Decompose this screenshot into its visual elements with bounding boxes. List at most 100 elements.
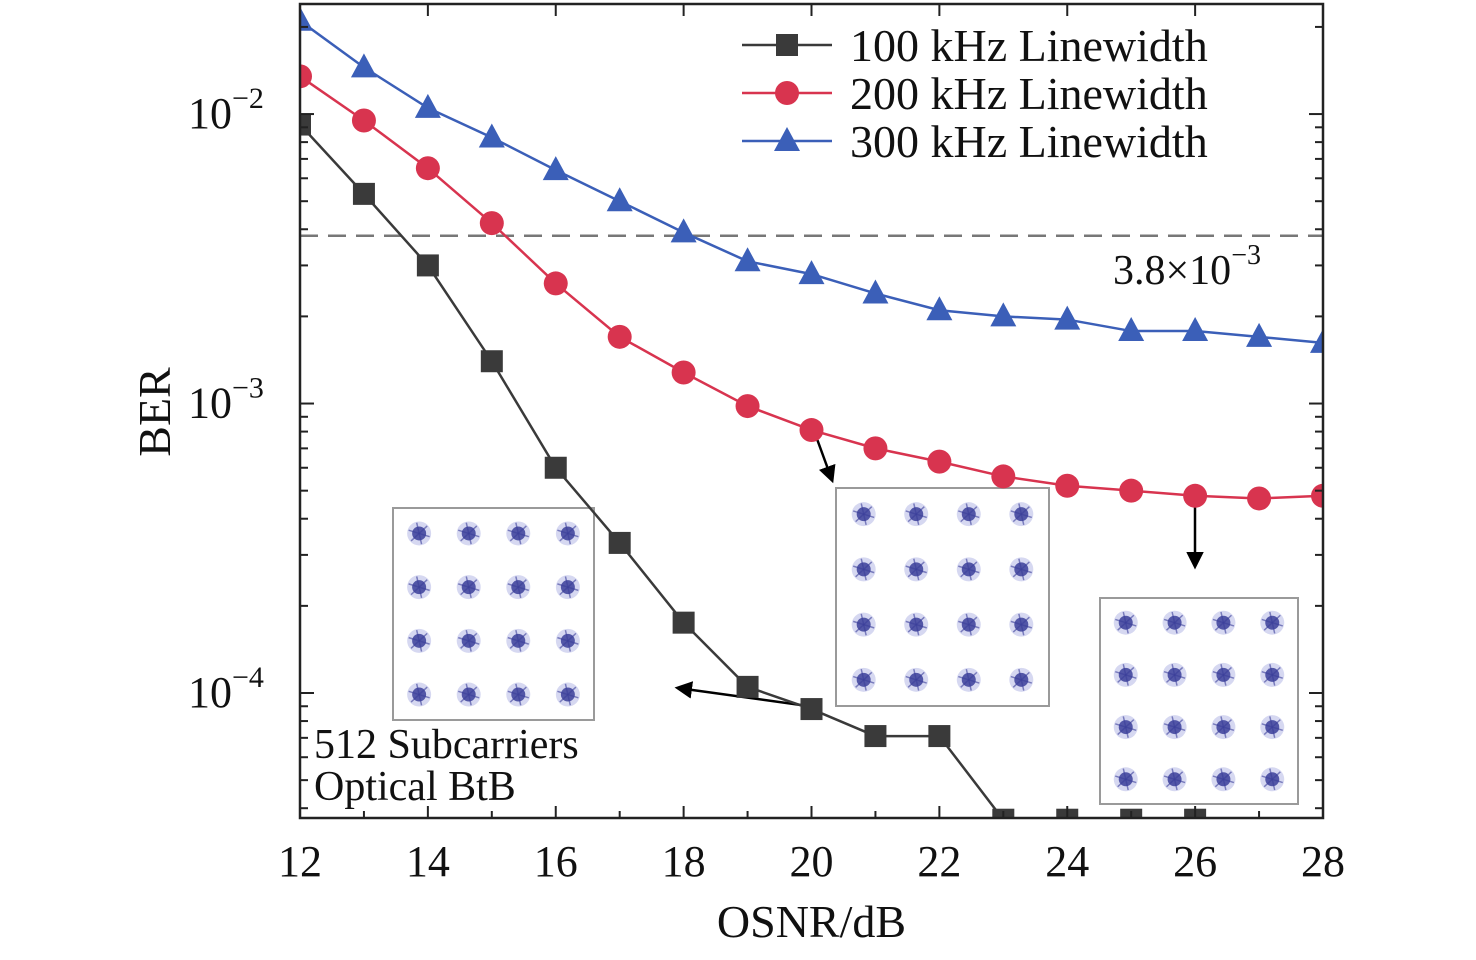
constellation-ray bbox=[968, 513, 980, 519]
constellation-ray bbox=[415, 522, 420, 534]
x-tick-label: 12 bbox=[278, 837, 322, 886]
constellation-ray bbox=[467, 586, 472, 599]
constellation-ray bbox=[1272, 778, 1283, 784]
series-2-point bbox=[799, 418, 824, 443]
y-tick-label-base: 10 bbox=[188, 379, 232, 428]
x-tick-label: 28 bbox=[1301, 837, 1345, 886]
constellation-ray bbox=[418, 525, 428, 534]
constellation-ray bbox=[1163, 670, 1175, 676]
constellation-ray bbox=[968, 623, 980, 629]
insets-layer bbox=[392, 427, 1299, 805]
series-3-point bbox=[606, 187, 633, 212]
constellation-ray bbox=[905, 565, 917, 571]
constellation-ray bbox=[467, 533, 472, 545]
constellation-ray bbox=[415, 629, 420, 642]
legend-item-2: 200 kHz Linewidth bbox=[742, 68, 1208, 119]
series-3-point bbox=[350, 53, 377, 78]
constellation-ray bbox=[1272, 622, 1283, 627]
constellation-ray bbox=[958, 620, 969, 626]
constellation-ray bbox=[1125, 719, 1135, 728]
constellation-ray bbox=[916, 623, 927, 629]
constellation-200khz bbox=[835, 487, 1050, 707]
series-2-point bbox=[607, 324, 632, 349]
constellation-ray bbox=[457, 529, 469, 535]
x-tick-label: 18 bbox=[662, 837, 706, 886]
constellation-ray bbox=[1222, 674, 1227, 686]
constellation-ray bbox=[1222, 622, 1227, 634]
constellation-ray bbox=[515, 522, 520, 534]
constellation-ray bbox=[465, 683, 470, 695]
legend-marker bbox=[776, 34, 798, 56]
y-tick-label-base: 10 bbox=[188, 89, 232, 138]
constellation-ray bbox=[1010, 510, 1022, 515]
constellation-ray bbox=[567, 693, 579, 699]
constellation-ray bbox=[1222, 771, 1232, 780]
constellation-ray bbox=[1174, 614, 1184, 624]
constellation-ray bbox=[415, 576, 420, 588]
constellation-ray bbox=[1171, 768, 1176, 780]
constellation-ray bbox=[1163, 723, 1175, 728]
constellation-ray bbox=[418, 693, 430, 699]
series-layer bbox=[300, 6, 1323, 818]
constellation-ray bbox=[410, 640, 420, 649]
constellation-ray bbox=[1018, 503, 1023, 515]
constellation-ray bbox=[408, 583, 420, 588]
constellation-ray bbox=[1272, 726, 1283, 732]
constellation-ray bbox=[559, 694, 569, 703]
constellation-ray bbox=[517, 525, 527, 534]
constellation-ray bbox=[559, 586, 569, 596]
constellation-ray bbox=[518, 693, 530, 699]
constellation-ray bbox=[567, 686, 577, 696]
series-1-point bbox=[608, 531, 631, 554]
constellation-ray bbox=[468, 525, 478, 534]
legend-label: 300 kHz Linewidth bbox=[850, 116, 1208, 167]
constellation-ray bbox=[465, 629, 470, 642]
constellation-ray bbox=[564, 629, 569, 642]
constellation-ray bbox=[1010, 675, 1022, 681]
constellation-ray bbox=[1122, 611, 1127, 623]
constellation-ray bbox=[1261, 723, 1273, 728]
constellation-ray bbox=[1271, 666, 1281, 676]
constellation-ray bbox=[465, 522, 470, 534]
constellation-ray bbox=[1166, 778, 1176, 788]
constellation-ray bbox=[559, 532, 569, 542]
constellation-ray bbox=[518, 532, 530, 538]
legend-label: 200 kHz Linewidth bbox=[850, 68, 1208, 119]
constellation-ray bbox=[1021, 679, 1033, 684]
series-2-point bbox=[927, 449, 952, 474]
constellation-ray bbox=[1018, 613, 1023, 625]
series-2-point bbox=[415, 156, 440, 181]
constellation-ray bbox=[1174, 674, 1186, 679]
constellation-ray bbox=[1012, 513, 1022, 523]
constellation-ray bbox=[1020, 506, 1030, 515]
series-2-point bbox=[1183, 483, 1208, 508]
constellation-ray bbox=[968, 506, 978, 515]
series-3-point bbox=[300, 6, 313, 31]
constellation-ray bbox=[1115, 670, 1126, 676]
constellation-ray bbox=[1173, 622, 1178, 634]
constellation-ray bbox=[862, 569, 867, 581]
series-1-point bbox=[480, 350, 503, 373]
constellation-ray bbox=[468, 693, 480, 699]
constellation-ray bbox=[1012, 568, 1022, 578]
constellation-ray bbox=[968, 513, 972, 526]
constellation-ray bbox=[862, 679, 867, 691]
constellation-ray bbox=[855, 513, 865, 523]
constellation-ray bbox=[567, 640, 579, 645]
constellation-ray bbox=[567, 632, 577, 642]
constellation-ray bbox=[567, 525, 577, 534]
constellation-ray bbox=[915, 569, 920, 581]
constellation-ray bbox=[1174, 666, 1184, 676]
constellation-ray bbox=[418, 586, 423, 599]
constellation-ray bbox=[1222, 666, 1232, 676]
constellation-ray bbox=[1261, 618, 1273, 624]
constellation-300khz bbox=[1099, 597, 1299, 805]
constellation-ray bbox=[567, 579, 577, 588]
constellation-ray bbox=[1171, 716, 1176, 728]
series-3-point bbox=[414, 93, 441, 118]
constellation-ray bbox=[1214, 778, 1224, 788]
constellation-ray bbox=[1122, 768, 1127, 780]
constellation-ray bbox=[1261, 775, 1273, 780]
constellation-ray bbox=[863, 513, 875, 519]
